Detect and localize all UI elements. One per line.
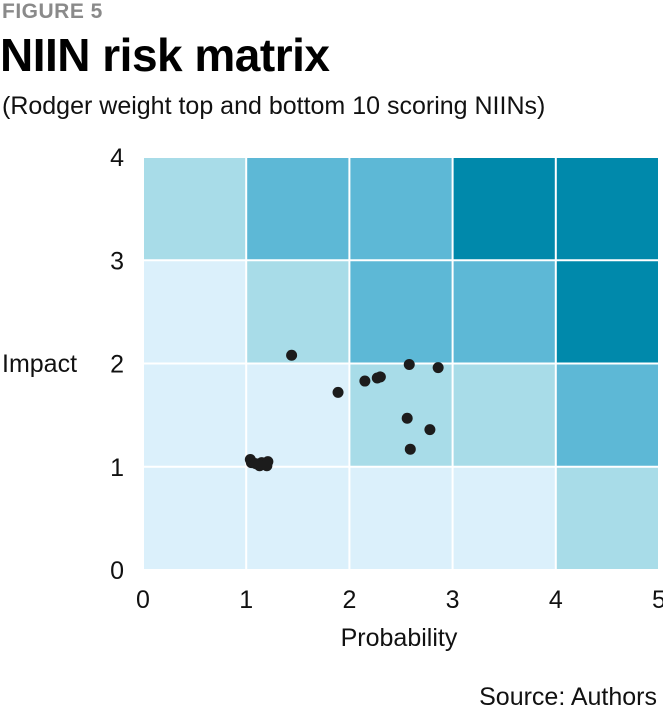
data-point	[286, 349, 298, 361]
y-tick-label: 1	[110, 454, 124, 482]
x-tick-label: 3	[446, 586, 460, 614]
x-tick-label: 5	[652, 586, 663, 614]
data-point	[253, 459, 265, 471]
y-tick-label: 3	[110, 247, 124, 275]
y-axis-ticks: 0 1 2 3 4	[110, 144, 124, 585]
matrix-cell	[246, 157, 350, 261]
data-point	[374, 371, 386, 383]
y-axis-label: Impact	[2, 350, 77, 378]
data-point	[401, 412, 413, 424]
matrix-cell	[246, 466, 350, 570]
matrix-cell	[555, 466, 659, 570]
data-point	[332, 386, 344, 398]
source-note: Source: Authors	[479, 683, 657, 711]
matrix-cell	[349, 157, 453, 261]
data-point	[403, 359, 415, 371]
matrix-gridlines	[142, 156, 660, 571]
y-tick-label: 4	[110, 144, 124, 172]
data-point	[424, 424, 436, 436]
matrix-cell	[246, 363, 350, 467]
chart-title: NIIN risk matrix	[0, 29, 330, 81]
matrix-cell	[349, 466, 453, 570]
x-tick-label: 2	[342, 586, 356, 614]
matrix-cell	[349, 260, 453, 364]
chart-subtitle: (Rodger weight top and bottom 10 scoring…	[2, 92, 546, 120]
matrix-cell	[143, 260, 247, 364]
matrix-cell	[452, 466, 556, 570]
matrix-cell	[246, 260, 350, 364]
data-point	[359, 375, 371, 387]
matrix-cells	[143, 157, 659, 570]
matrix-cell	[143, 157, 247, 261]
matrix-cell	[452, 260, 556, 364]
matrix-cell	[143, 363, 247, 467]
x-tick-label: 4	[549, 586, 563, 614]
y-tick-label: 2	[110, 351, 124, 379]
matrix-cell	[143, 466, 247, 570]
matrix-cell	[555, 157, 659, 261]
data-point	[262, 456, 274, 468]
y-tick-label: 0	[110, 557, 124, 585]
data-point	[404, 443, 416, 455]
x-tick-label: 1	[239, 586, 253, 614]
matrix-cell	[452, 363, 556, 467]
data-point	[432, 362, 444, 374]
data-points	[244, 349, 444, 472]
x-tick-label: 0	[136, 586, 150, 614]
figure-label: FIGURE 5	[2, 0, 103, 23]
matrix-cell	[555, 260, 659, 364]
x-axis-ticks: 0 1 2 3 4 5	[136, 586, 663, 614]
x-axis-label: Probability	[341, 624, 458, 652]
matrix-cell	[452, 157, 556, 261]
matrix-cell	[555, 363, 659, 467]
